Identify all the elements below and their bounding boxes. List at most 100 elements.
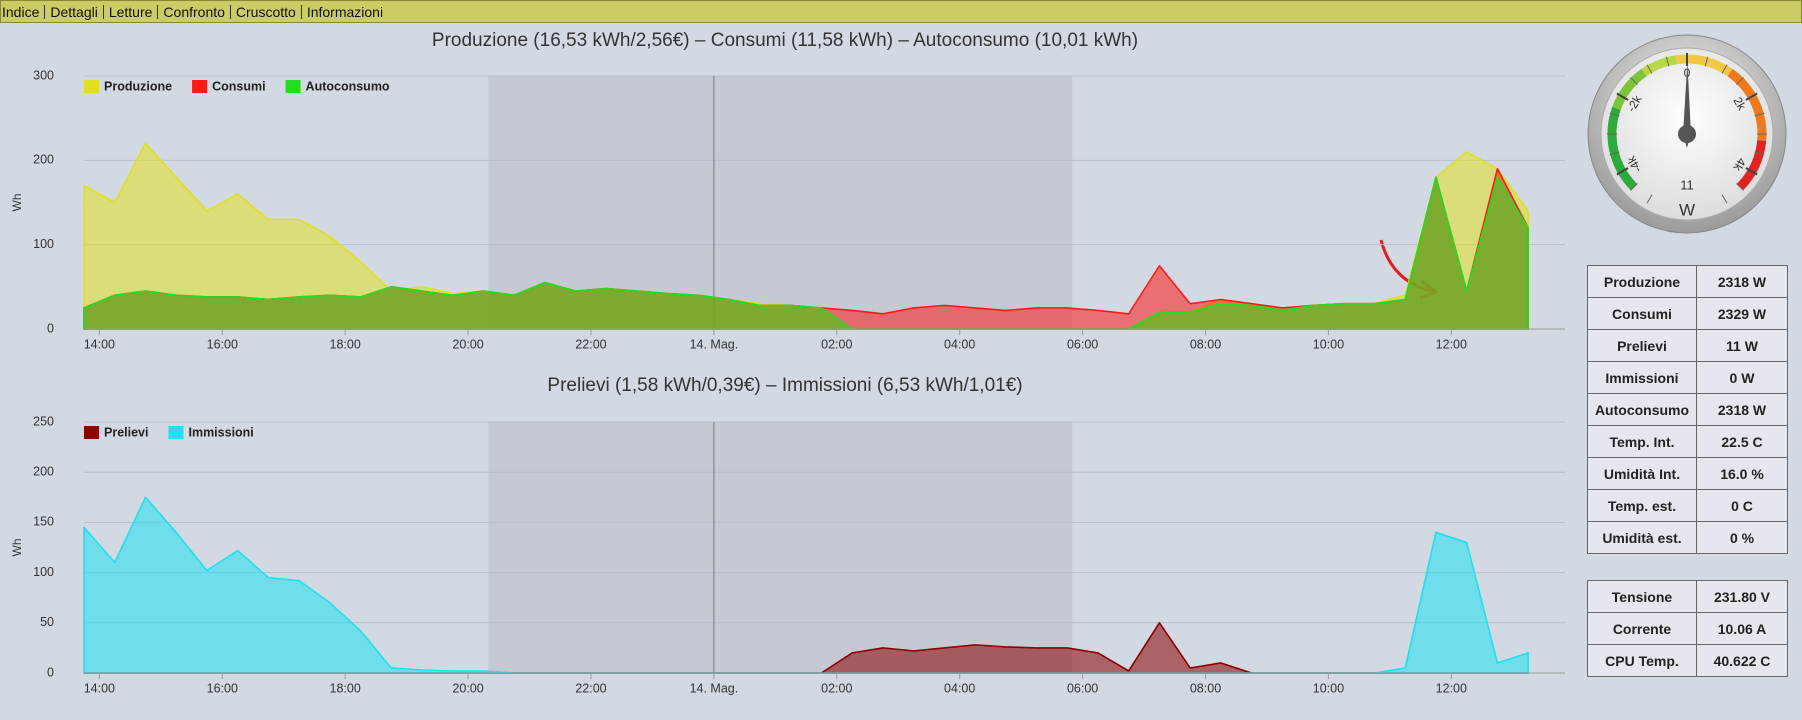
nav-link[interactable]: Cruscotto	[229, 4, 301, 19]
nav-link[interactable]: Confronto	[157, 4, 229, 19]
reading-value: 11 W	[1696, 329, 1788, 362]
reading-label: Temp. est.	[1587, 489, 1697, 522]
legend-label: Produzione	[104, 79, 172, 93]
reading-label: Tensione	[1587, 580, 1697, 613]
gauge-tick	[1616, 167, 1629, 176]
y-tick-label: 100	[33, 565, 54, 579]
y-tick-label: 300	[33, 68, 54, 82]
table-row: Prelievi 11 W	[1587, 329, 1788, 362]
legend-label: Prelievi	[104, 425, 148, 439]
x-tick-label: 16:00	[207, 681, 238, 695]
gauge-band	[1736, 140, 1767, 191]
nav-link[interactable]: Dettagli	[44, 4, 102, 19]
x-tick-label: 02:00	[821, 337, 852, 351]
x-tick-label: 06:00	[1067, 681, 1098, 695]
y-axis-title: Wh	[10, 194, 24, 212]
gauge-minor-tick	[1704, 56, 1709, 67]
x-tick-label: 18:00	[330, 337, 361, 351]
legend-swatch	[168, 426, 184, 439]
gauge-minor-tick	[1630, 183, 1638, 191]
gauge-minor-tick	[1736, 183, 1744, 191]
y-tick-label: 150	[33, 515, 54, 529]
reading-label: Umidità Int.	[1587, 457, 1697, 490]
gauge-unit: W	[1679, 200, 1695, 219]
x-tick-label: 16:00	[207, 337, 238, 351]
x-tick-label: 08:00	[1190, 681, 1221, 695]
y-tick-label: 250	[33, 414, 54, 428]
gauge-minor-tick	[1609, 151, 1620, 156]
x-tick-label: 04:00	[944, 681, 975, 695]
reading-value: 2329 W	[1696, 297, 1788, 330]
reading-value: 40.622 C	[1696, 644, 1788, 677]
night-band	[488, 422, 1073, 673]
legend-label: Consumi	[212, 79, 265, 93]
table-row: Temp. est. 0 C	[1587, 489, 1788, 522]
table-row: Tensione 231.80 V	[1587, 580, 1788, 613]
table-row: Immissioni 0 W	[1587, 361, 1788, 394]
chart-title: Prelievi (1,58 kWh/0,39€) – Immissioni (…	[547, 375, 1022, 396]
x-tick-label: 20:00	[452, 681, 483, 695]
reading-value: 0 W	[1696, 361, 1788, 394]
y-tick-label: 100	[33, 237, 54, 251]
nav-link[interactable]: Informazioni	[300, 4, 388, 19]
gauge-minor-tick	[1665, 56, 1670, 67]
gauge-band	[1675, 54, 1733, 77]
x-tick-label: 14:00	[84, 681, 115, 695]
nav-link[interactable]: Letture	[102, 4, 158, 19]
y-tick-label: 200	[33, 464, 54, 478]
gauge-tick	[1616, 92, 1629, 101]
gauge-band	[1727, 68, 1767, 141]
reading-label: Immissioni	[1587, 361, 1697, 394]
legend-swatch	[285, 80, 301, 93]
nav-link[interactable]: Indice	[2, 3, 40, 20]
reading-label: Consumi	[1587, 297, 1697, 330]
x-tick-label: 12:00	[1436, 337, 1467, 351]
gauge-minor-tick	[1736, 77, 1744, 85]
nav-bar: Indice Dettagli Letture Confronto Cruscotto I…	[0, 0, 1802, 23]
gauge-tick	[1745, 92, 1758, 101]
x-tick-label: 20:00	[452, 337, 483, 351]
y-tick-label: 0	[47, 665, 54, 679]
y-tick-label: 0	[47, 321, 54, 335]
x-tick-label: 10:00	[1313, 681, 1344, 695]
y-axis-title: Wh	[10, 539, 24, 557]
readings-table: Produzione 2318 W Consumi 2329 W Prelievi 11 …	[1587, 265, 1788, 554]
reading-value: 2318 W	[1696, 265, 1788, 298]
reading-value: 16.0 %	[1696, 457, 1788, 490]
gauge-minor-tick	[1630, 77, 1638, 85]
reading-value: 0 %	[1696, 521, 1788, 554]
gauge-band	[1641, 55, 1678, 77]
table-row: Produzione 2318 W	[1587, 265, 1788, 298]
legend-swatch	[84, 80, 99, 93]
x-tick-label: 02:00	[821, 681, 852, 695]
x-tick-label: 08:00	[1190, 337, 1221, 351]
reading-value: 22.5 C	[1696, 425, 1788, 458]
reading-value: 10.06 A	[1696, 612, 1788, 645]
gauge-minor-tick	[1609, 112, 1620, 117]
gauge-tick	[1745, 167, 1758, 176]
x-tick-label: 14. Mag.	[690, 681, 739, 695]
reading-label: Umidità est.	[1587, 521, 1697, 554]
reading-label: CPU Temp.	[1587, 644, 1697, 677]
night-band	[488, 76, 1073, 329]
x-tick-label: 22:00	[575, 337, 606, 351]
gauge-minor-tick	[1646, 64, 1653, 74]
gauge-band	[1607, 106, 1638, 191]
x-tick-label: 12:00	[1436, 681, 1467, 695]
gauge-hub	[1678, 125, 1696, 143]
table-row: Consumi 2329 W	[1587, 297, 1788, 330]
table-row: CPU Temp. 40.622 C	[1587, 644, 1788, 677]
gauge-minor-tick	[1754, 151, 1765, 156]
y-tick-label: 50	[40, 615, 54, 629]
system-table: Tensione 231.80 V Corrente 10.06 A CPU Temp.…	[1587, 580, 1788, 677]
gauge-minor-tick	[1721, 194, 1728, 204]
table-row: Temp. Int. 22.5 C	[1587, 425, 1788, 458]
x-tick-label: 14. Mag.	[690, 337, 739, 351]
reading-label: Autoconsumo	[1587, 393, 1697, 426]
reading-label: Prelievi	[1587, 329, 1697, 362]
table-row: Umidità est. 0 %	[1587, 521, 1788, 554]
reading-value: 2318 W	[1696, 393, 1788, 426]
x-tick-label: 04:00	[944, 337, 975, 351]
